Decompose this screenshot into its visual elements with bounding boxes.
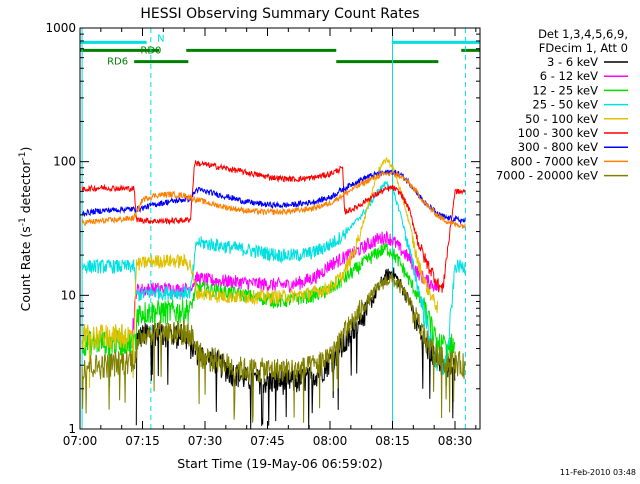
legend-label-12-25-kev: 12 - 25 keV xyxy=(532,83,598,97)
series-group xyxy=(81,156,466,430)
legend-label-50-100-kev: 50 - 100 keV xyxy=(525,112,598,126)
legend-label-3-6-kev: 3 - 6 keV xyxy=(547,55,598,69)
y-axis-label-sup2: -1 xyxy=(18,152,28,161)
y-axis: 1 10 100 1000 xyxy=(45,21,480,436)
bar-label-rd6: RD6 xyxy=(107,57,128,68)
x-tick-label-07-15: 07:15 xyxy=(125,434,160,448)
bar-labels: N RD0 RD6 xyxy=(107,33,164,67)
legend-header-decimation: FDecim 1, Att 0 xyxy=(539,41,628,55)
y-axis-label-part2: detector xyxy=(18,160,33,218)
legend-header-detectors: Det 1,3,4,5,6,9, xyxy=(538,27,628,41)
x-tick-label-07-30: 07:30 xyxy=(188,434,223,448)
x-tick-label-07-45: 07:45 xyxy=(250,434,285,448)
legend-label-25-50-kev: 25 - 50 keV xyxy=(532,98,598,112)
date-stamp: 11-Feb-2010 03:48 xyxy=(560,468,636,477)
y-tick-label-1: 1 xyxy=(68,422,76,436)
x-tick-label-08-00: 08:00 xyxy=(313,434,348,448)
bar-label-n: N xyxy=(157,33,164,44)
y-axis-label-part3: ) xyxy=(18,147,33,152)
series-line-25-50-kev xyxy=(81,180,466,376)
legend-label-6-12-kev: 6 - 12 keV xyxy=(540,69,598,83)
chart-title: HESSI Observing Summary Count Rates xyxy=(140,6,419,22)
series-line-800-7000-kev xyxy=(81,170,466,229)
series-line-6-12-kev xyxy=(131,231,439,348)
observing-bars xyxy=(80,40,480,64)
legend-label-300-800-kev: 300 - 800 keV xyxy=(518,140,598,154)
y-axis-label-sup1: -1 xyxy=(18,217,28,226)
legend: Det 1,3,4,5,6,9, FDecim 1, Att 0 3 - 6 k… xyxy=(496,27,628,183)
legend-label-7000-20000-kev: 7000 - 20000 keV xyxy=(496,169,598,183)
x-tick-label-08-15: 08:15 xyxy=(375,434,410,448)
legend-label-100-300-kev: 100 - 300 keV xyxy=(518,126,598,140)
series-line-300-800-kev xyxy=(81,169,466,225)
series-line-100-300-kev xyxy=(81,160,466,293)
y-tick-label-100: 100 xyxy=(53,155,76,169)
series-line-50-100-kev xyxy=(81,156,439,389)
y-tick-label-1000: 1000 xyxy=(45,21,76,35)
x-axis-label: Start Time (19-May-06 06:59:02) xyxy=(177,456,382,471)
y-axis-label-part1: Count Rate (s xyxy=(18,226,33,311)
x-tick-label-07-00: 07:00 xyxy=(63,434,98,448)
y-axis-label: Count Rate (s-1 detector-1) xyxy=(18,147,33,312)
series-line-7000-20000-kev xyxy=(81,272,466,423)
legend-label-800-7000-kev: 800 - 7000 keV xyxy=(510,154,598,168)
plot-frame xyxy=(79,27,481,430)
x-tick-label-08-30: 08:30 xyxy=(438,434,473,448)
x-axis: 07:00 07:15 07:30 07:45 08:00 08:15 08:30 xyxy=(63,28,477,448)
y-tick-label-10: 10 xyxy=(61,288,76,302)
bar-label-rd0: RD0 xyxy=(140,46,161,57)
